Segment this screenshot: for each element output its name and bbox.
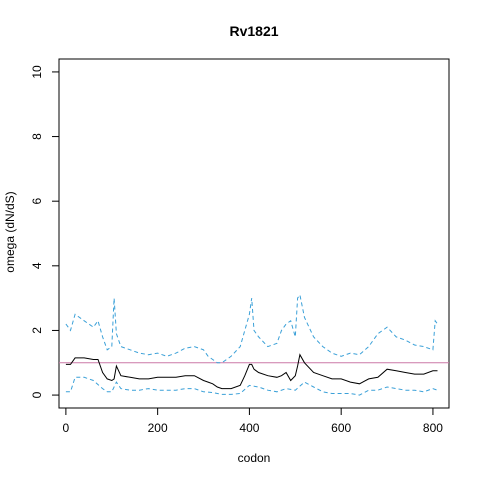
x-tick-label: 800 xyxy=(423,421,443,435)
x-tick-label: 200 xyxy=(148,421,168,435)
plot-area xyxy=(59,293,449,396)
y-axis-label: omega (dN/dS) xyxy=(3,191,17,272)
y-tick-label: 6 xyxy=(30,198,44,205)
series-estimate-line xyxy=(65,353,438,390)
y-tick-label: 10 xyxy=(30,65,44,79)
x-tick-label: 600 xyxy=(331,421,351,435)
y-tick-label: 8 xyxy=(30,133,44,140)
x-axis-label: codon xyxy=(238,451,271,465)
x-tick-label: 400 xyxy=(239,421,259,435)
x-tick-label: 0 xyxy=(63,421,70,435)
plot-frame xyxy=(58,58,450,409)
series-lower-line xyxy=(65,376,438,396)
chart-title: Rv1821 xyxy=(229,23,278,39)
y-tick-label: 0 xyxy=(30,391,44,398)
axes: 0 200 400 600 800 0 2 4 6 8 10 xyxy=(30,58,450,435)
y-tick-label: 2 xyxy=(30,327,44,334)
y-tick-label: 4 xyxy=(30,262,44,269)
series-upper-line xyxy=(65,293,438,364)
